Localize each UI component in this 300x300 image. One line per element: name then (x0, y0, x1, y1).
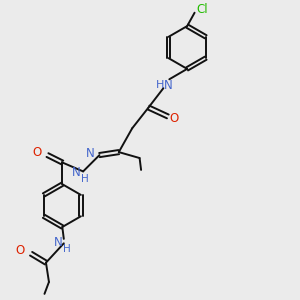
Text: Cl: Cl (196, 3, 208, 16)
Text: O: O (170, 112, 179, 125)
Text: H: H (81, 174, 88, 184)
Text: N: N (86, 147, 95, 160)
Text: O: O (32, 146, 41, 159)
Text: N: N (71, 167, 80, 179)
Text: N: N (164, 79, 172, 92)
Text: H: H (63, 244, 71, 254)
Text: N: N (53, 236, 62, 249)
Text: O: O (15, 244, 25, 257)
Text: H: H (156, 80, 165, 90)
